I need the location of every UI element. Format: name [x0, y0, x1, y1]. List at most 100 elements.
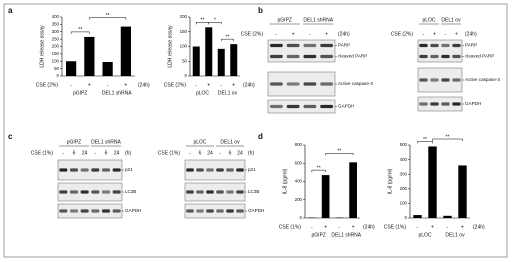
bar [120, 26, 131, 76]
y-tick-label: 100 [180, 44, 188, 49]
protein-band [216, 168, 224, 172]
band-label: PARP [465, 43, 477, 48]
protein-band [286, 43, 300, 48]
lane-label: 24 [237, 150, 243, 156]
x-unit-label: (24h) [138, 82, 150, 88]
x-tick-label: + [324, 224, 327, 230]
group-label: pLOC [422, 17, 435, 23]
protein-band [452, 78, 461, 82]
significance-label: ** [226, 34, 230, 40]
protein-band [430, 43, 439, 48]
protein-band [452, 54, 461, 59]
x-tick-label: - [195, 82, 197, 88]
protein-band [186, 209, 194, 213]
protein-band [419, 78, 428, 82]
significance-label: ** [201, 18, 205, 24]
y-tick-label: 200 [52, 44, 60, 49]
blot-membrane [184, 159, 246, 181]
significance-label: ** [423, 137, 427, 143]
lane-label: - [309, 31, 311, 37]
protein-band [441, 54, 450, 59]
y-tick-label: 50 [54, 66, 59, 71]
x-tick-label: - [311, 224, 313, 230]
protein-band [226, 190, 234, 194]
protein-band [80, 209, 89, 213]
significance-bracket [325, 153, 354, 156]
group-label: DEL1 ov [220, 139, 240, 145]
bar [205, 27, 213, 76]
figure-border [3, 3, 508, 258]
lane-label: - [445, 31, 447, 37]
protein-band [91, 168, 100, 172]
protein-band [270, 54, 283, 59]
bar [230, 44, 238, 76]
x-tick-label: - [447, 224, 449, 230]
x-tick-label: - [107, 82, 109, 88]
y-axis-label: IL-8 (pg/ml) [387, 168, 393, 194]
bar [66, 61, 77, 76]
y-tick-label: 400 [52, 14, 60, 19]
protein-band [206, 190, 214, 194]
x-tick-label: + [88, 82, 91, 88]
group-label: pGIPZ [312, 232, 326, 238]
group-label: DEL1 ov [441, 17, 461, 23]
significance-bracket [432, 138, 463, 141]
lane-label: 6 [199, 150, 202, 156]
protein-band [236, 168, 244, 172]
lane-label: 24 [82, 150, 88, 156]
bar [217, 48, 225, 76]
protein-band [101, 190, 111, 194]
protein-band [216, 209, 224, 213]
protein-band [69, 168, 79, 172]
y-tick-label: 800 [295, 142, 303, 147]
x-tick-label: + [207, 82, 210, 88]
protein-band [69, 209, 79, 213]
group-label: DEL1 ov [445, 232, 465, 238]
bar [192, 46, 200, 76]
band-label: GAPDH [338, 104, 354, 109]
band-label: Active caspase-3 [465, 77, 500, 82]
significance-bracket [311, 169, 326, 173]
lane-label: - [219, 150, 221, 156]
bar [443, 215, 452, 218]
protein-band [206, 209, 214, 213]
protein-band [286, 104, 300, 109]
blot-membrane [57, 182, 123, 202]
protein-band [441, 43, 450, 48]
band-label: GAPDH [248, 208, 264, 213]
y-axis-label: LDH release assay [167, 25, 173, 68]
group-label: pGIPZ [278, 17, 292, 23]
protein-band [452, 43, 461, 48]
y-tick-label: 400 [295, 179, 303, 184]
protein-band [112, 190, 121, 194]
group-label: DEL1 shRNA [102, 90, 132, 96]
band-label: Active caspase-3 [338, 81, 373, 86]
condition-label: CSE (2%) [241, 31, 264, 37]
y-tick-label: 600 [295, 160, 303, 165]
protein-band [186, 168, 194, 172]
lane-label: - [94, 150, 96, 156]
protein-band [186, 190, 194, 194]
significance-bracket [417, 141, 433, 144]
group-label: pLOC [193, 139, 206, 145]
blot-membrane [57, 159, 123, 181]
lane-label: 6 [105, 150, 108, 156]
lane-label: + [292, 31, 295, 37]
significance-bracket [70, 31, 90, 34]
bar [458, 165, 467, 218]
panel-letter: c [8, 132, 13, 141]
band-label: LC3B [248, 189, 260, 194]
protein-band [59, 168, 68, 172]
protein-band [419, 54, 428, 59]
protein-band [303, 43, 317, 48]
y-tick-label: 200 [180, 14, 188, 19]
protein-band [226, 209, 234, 213]
panel-letter: a [8, 6, 13, 15]
protein-band [419, 43, 428, 48]
lane-label: + [455, 31, 458, 37]
x-tick-label: + [461, 224, 464, 230]
group-label: DEL1 shRNA [91, 139, 121, 145]
protein-band [270, 104, 283, 109]
lane-label: 24 [207, 150, 213, 156]
